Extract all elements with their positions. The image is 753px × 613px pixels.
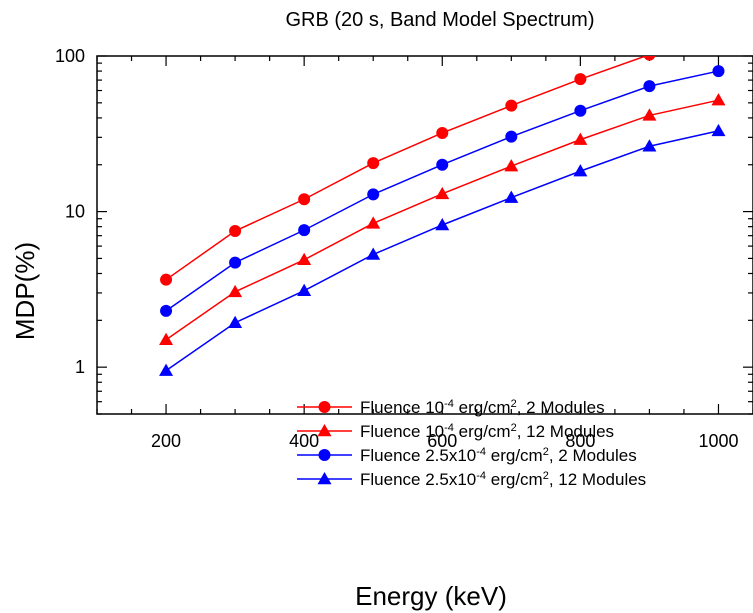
legend-marker [317,424,332,437]
x-tick-label: 400 [289,431,319,451]
legend-label: Fluence 2.5x10-4 erg/cm2, 12 Modules [360,470,646,489]
data-point [642,108,657,121]
chart-title: GRB (20 s, Band Model Spectrum) [285,9,594,31]
x-axis-label: Energy (keV) [355,581,507,611]
data-point [436,158,449,171]
legend-entry: Fluence 10-4 erg/cm2, 2 Modules [297,398,605,417]
legend-label: Fluence 2.5x10-4 erg/cm2, 2 Modules [360,446,637,465]
data-point [298,224,311,237]
data-point [643,56,656,61]
data-point [505,99,518,112]
legend-label: Fluence 10-4 erg/cm2, 12 Modules [360,422,614,441]
data-point [711,123,726,137]
data-point [160,273,173,286]
data-point [436,126,449,139]
data-point [643,80,656,93]
data-point [366,247,381,260]
legend: Fluence 10-4 erg/cm2, 2 Modules Fluence 1… [297,398,646,489]
data-point [228,284,243,298]
legend-marker [318,449,331,461]
y-tick-label: 1 [75,357,85,377]
series-line [165,56,648,281]
y-tick-label: 10 [65,202,85,222]
data-point [366,216,381,229]
x-tick-label: 800 [565,431,595,451]
legend-entry: Fluence 10-4 erg/cm2, 12 Modules [297,422,614,441]
series-2 [159,93,726,346]
data-point [574,104,587,117]
data-point [159,363,174,376]
legend-entry: Fluence 2.5x10-4 erg/cm2, 2 Modules [297,446,637,465]
data-point [711,93,726,106]
axis-ticks: 200 400 600 800 1000 1 10 100 [55,46,753,451]
series-1 [160,56,656,286]
data-point [367,157,380,170]
y-axis-label: MDP(%) [10,242,40,340]
data-point [435,217,450,231]
legend-label: Fluence 10-4 erg/cm2, 2 Modules [360,398,605,417]
x-tick-label: 600 [427,431,457,451]
data-point [573,132,588,145]
data-point [229,256,242,269]
data-point [229,225,242,238]
data-point [505,130,518,143]
plot-frame [96,55,753,415]
x-tick-label: 1000 [698,431,738,451]
series-layer [159,56,726,376]
data-point [642,139,657,152]
data-point [367,188,380,201]
data-point [298,193,311,206]
legend-marker [318,401,331,413]
data-point [504,159,519,172]
data-point [297,283,312,296]
data-point [574,73,587,86]
data-point [160,304,173,317]
series-4 [159,123,726,376]
legend-marker [317,472,332,485]
y-tick-label: 100 [55,46,85,66]
data-point [435,186,450,200]
data-point [712,65,725,78]
legend-entry: Fluence 2.5x10-4 erg/cm2, 12 Modules [297,470,646,489]
data-point [159,332,174,346]
data-point [573,164,588,177]
data-point [504,190,519,203]
series-3 [160,65,725,317]
x-tick-label: 200 [151,431,181,451]
data-point [228,315,243,328]
data-point [297,252,312,266]
